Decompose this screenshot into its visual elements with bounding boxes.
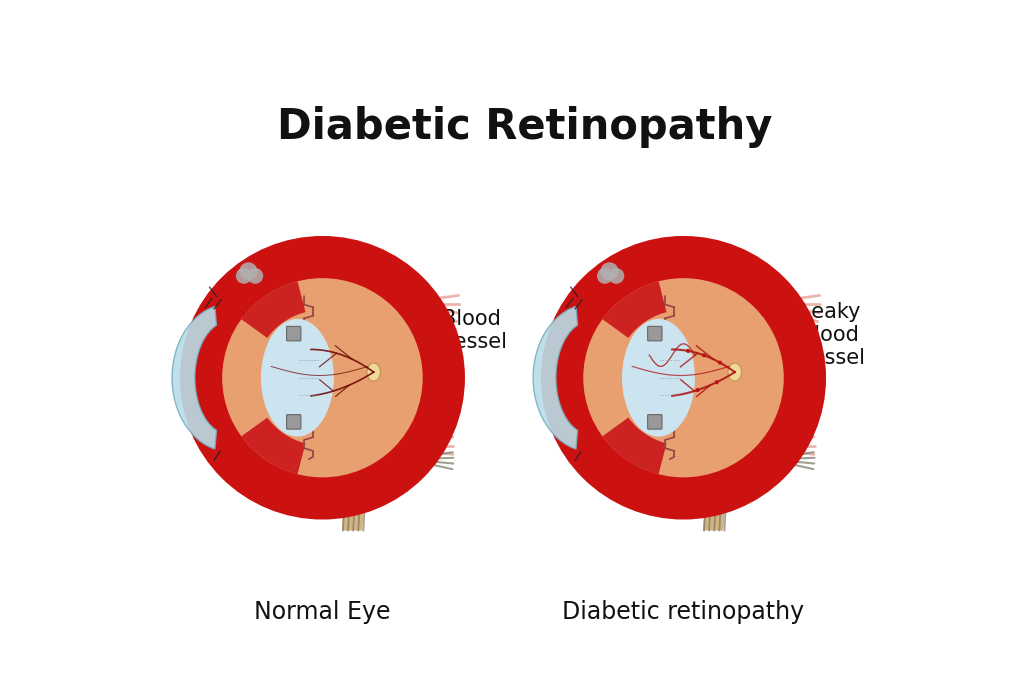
Text: Normal Eye: Normal Eye (254, 600, 391, 624)
Polygon shape (342, 466, 367, 531)
Circle shape (247, 268, 263, 284)
Polygon shape (569, 265, 798, 491)
Polygon shape (194, 394, 256, 478)
Polygon shape (242, 418, 305, 474)
Circle shape (222, 278, 423, 477)
FancyBboxPatch shape (287, 326, 301, 341)
Ellipse shape (367, 363, 381, 382)
FancyBboxPatch shape (647, 326, 662, 341)
Text: Diabetic retinopathy: Diabetic retinopathy (562, 600, 805, 624)
Circle shape (584, 278, 783, 477)
Circle shape (715, 380, 719, 384)
Text: Leaky
Blood
Vessel: Leaky Blood Vessel (745, 302, 865, 368)
Circle shape (597, 268, 613, 284)
Text: Blood
Vessel: Blood Vessel (388, 309, 508, 365)
Ellipse shape (622, 319, 695, 437)
Circle shape (695, 388, 699, 392)
Polygon shape (534, 307, 578, 449)
Circle shape (701, 354, 706, 357)
Polygon shape (554, 394, 616, 478)
Circle shape (600, 262, 618, 281)
Polygon shape (242, 281, 305, 338)
Circle shape (236, 268, 252, 284)
Ellipse shape (728, 363, 741, 382)
Circle shape (718, 360, 722, 365)
Polygon shape (702, 466, 728, 531)
Polygon shape (602, 418, 667, 474)
FancyBboxPatch shape (287, 414, 301, 429)
Ellipse shape (261, 319, 334, 437)
Polygon shape (602, 281, 667, 338)
Circle shape (686, 349, 690, 353)
Circle shape (224, 281, 421, 475)
Text: Diabetic Retinopathy: Diabetic Retinopathy (278, 106, 772, 148)
FancyBboxPatch shape (647, 414, 662, 429)
Circle shape (240, 262, 257, 281)
Circle shape (608, 268, 625, 284)
Polygon shape (194, 277, 256, 361)
Circle shape (586, 281, 781, 475)
Polygon shape (554, 277, 616, 361)
Polygon shape (172, 307, 216, 449)
Polygon shape (209, 265, 436, 491)
